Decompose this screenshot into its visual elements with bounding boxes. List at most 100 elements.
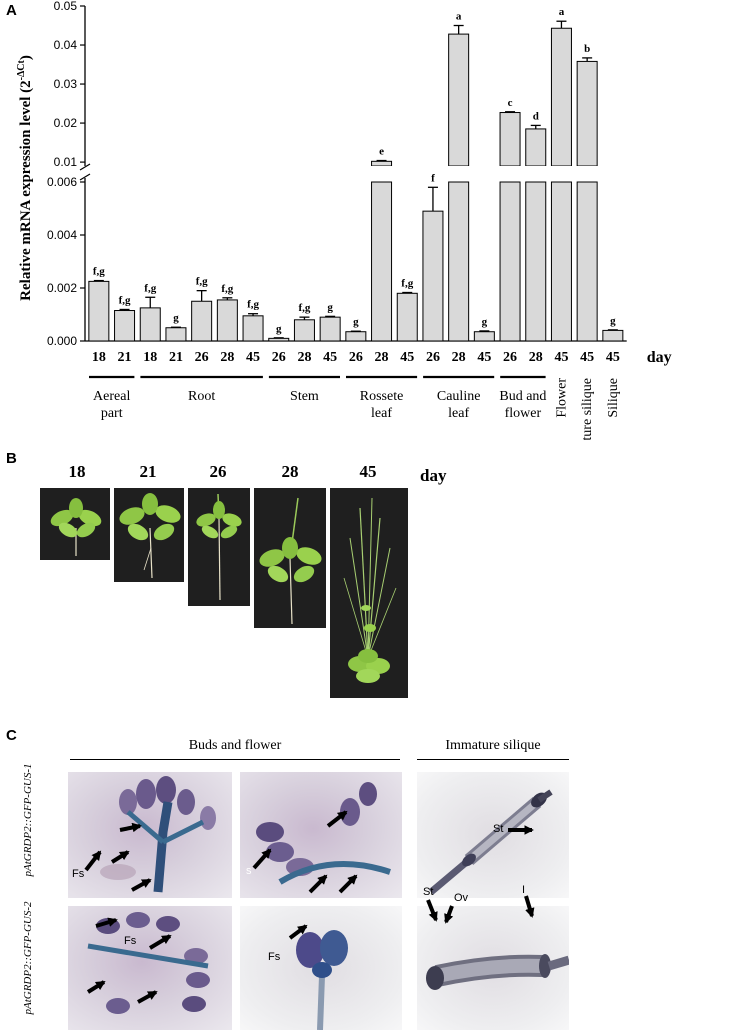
day-label-28: 28 xyxy=(281,462,299,481)
x-tick-label: 26 xyxy=(426,350,440,365)
significance-letter: f,g xyxy=(247,299,259,311)
y-tick-label: 0.03 xyxy=(54,77,78,91)
bar xyxy=(602,329,624,342)
label-fs-row2-b: Fs xyxy=(268,951,281,963)
bar-break-gap xyxy=(524,166,547,178)
bar-break-gap xyxy=(447,166,470,178)
bar-lower-segment xyxy=(499,181,521,342)
bar-break-gap xyxy=(370,166,393,178)
header-underline-buds xyxy=(70,759,400,760)
x-tick-label: 18 xyxy=(143,350,157,365)
plant-rosette-image xyxy=(196,493,242,601)
arrow-icon xyxy=(119,822,142,833)
stained-bud-cluster-image xyxy=(100,776,216,893)
bar xyxy=(422,210,444,342)
label-st-row1-silique: St xyxy=(493,823,504,835)
micrograph-buds-row2-b xyxy=(240,906,402,1030)
x-tick-label: 45 xyxy=(246,350,260,365)
arrow-icon xyxy=(426,899,438,922)
bar xyxy=(396,292,418,342)
arrow-icon xyxy=(338,874,358,894)
group-label: Rossete xyxy=(360,389,404,404)
bar xyxy=(319,316,341,342)
annotation-arrows-layer xyxy=(84,810,535,1004)
bar-upper-segment xyxy=(550,27,572,167)
bar-lower-segment xyxy=(576,181,598,342)
plant-photo-day-18 xyxy=(40,488,110,560)
bar-upper-segment xyxy=(499,112,521,167)
significance-letter: f,g xyxy=(93,266,105,278)
silique-image xyxy=(428,789,553,895)
significance-letter: c xyxy=(508,97,513,109)
group-label: part xyxy=(101,406,123,421)
y-tick-label: 0.04 xyxy=(54,38,78,52)
x-tick-label: 28 xyxy=(297,350,311,365)
arrow-icon xyxy=(86,980,106,994)
significance-letter: f,g xyxy=(144,282,156,294)
label-fs-row2-a: Fs xyxy=(124,935,137,947)
bar-lower-segment xyxy=(525,181,547,342)
arrow-icon xyxy=(131,878,152,892)
bar-lower-segment xyxy=(371,181,393,342)
bar xyxy=(345,331,367,342)
y-tick-label: 0.002 xyxy=(47,281,77,295)
x-tick-label: 18 xyxy=(92,350,106,365)
significance-letter: f,g xyxy=(401,278,413,290)
significance-letter: a xyxy=(559,6,565,18)
micrograph-silique-row1 xyxy=(417,772,569,898)
bar xyxy=(88,280,110,342)
bar xyxy=(473,331,495,342)
day-label-18: 18 xyxy=(68,462,86,481)
plant-photo-day-21 xyxy=(114,488,184,582)
significance-letter: b xyxy=(584,43,590,55)
significance-letter: a xyxy=(456,11,462,23)
x-tick-label: 45 xyxy=(323,350,337,365)
rotated-group-label: Immature silique xyxy=(580,378,595,440)
arrow-icon xyxy=(252,848,272,870)
x-tick-label: 26 xyxy=(503,350,517,365)
axis-break-mark xyxy=(79,163,91,171)
panel-label-b: B xyxy=(6,450,17,467)
significance-letter: g xyxy=(276,323,282,335)
x-axis-label: day xyxy=(647,349,672,366)
y-tick-label: 0.004 xyxy=(47,228,77,242)
micrograph-buds-row2-a xyxy=(68,906,232,1030)
bar xyxy=(242,315,264,342)
header-immature-silique: Immature silique xyxy=(445,738,541,753)
significance-letter: f xyxy=(431,172,435,184)
arrow-icon xyxy=(110,850,130,864)
plant-flowering-image xyxy=(343,497,397,683)
label-ov-row2-silique: Ov xyxy=(454,892,469,904)
micrograph-buds-row1-b xyxy=(240,772,402,898)
plant-rosette-image xyxy=(259,497,322,625)
x-tick-label: 28 xyxy=(452,350,466,365)
significance-letter: f,g xyxy=(221,283,233,295)
y-tick-label: 0.006 xyxy=(47,175,77,189)
y-tick-label: 0.02 xyxy=(54,116,78,130)
group-label: Cauline xyxy=(437,389,481,404)
arrow-icon xyxy=(84,850,102,872)
arrow-icon xyxy=(326,810,348,828)
group-label: Aereal xyxy=(93,389,130,404)
x-tick-label: 45 xyxy=(400,350,414,365)
plant-rosette-image xyxy=(119,493,181,579)
bar-upper-segment xyxy=(371,160,393,167)
bar-upper-segment xyxy=(448,33,470,167)
arrow-icon xyxy=(148,934,172,950)
bar-break-gap xyxy=(499,166,522,178)
group-label: leaf xyxy=(371,406,392,421)
label-st-row2-silique: St xyxy=(423,886,434,898)
micrograph-silique-row2 xyxy=(417,906,569,1030)
group-label: Bud and xyxy=(499,389,546,404)
group-label: leaf xyxy=(448,406,469,421)
arrow-icon xyxy=(288,924,308,940)
bar xyxy=(268,337,290,342)
arrow-icon xyxy=(95,917,118,928)
label-fs-row1-a: Fs xyxy=(72,868,85,880)
plant-rosette-image xyxy=(50,498,102,556)
rotated-group-label: Flower xyxy=(554,378,569,418)
y-tick-label: 0.01 xyxy=(54,155,78,169)
header-buds-and-flower: Buds and flower xyxy=(188,738,282,753)
y-tick-label: 0.000 xyxy=(47,334,77,348)
x-tick-label: 45 xyxy=(554,350,568,365)
